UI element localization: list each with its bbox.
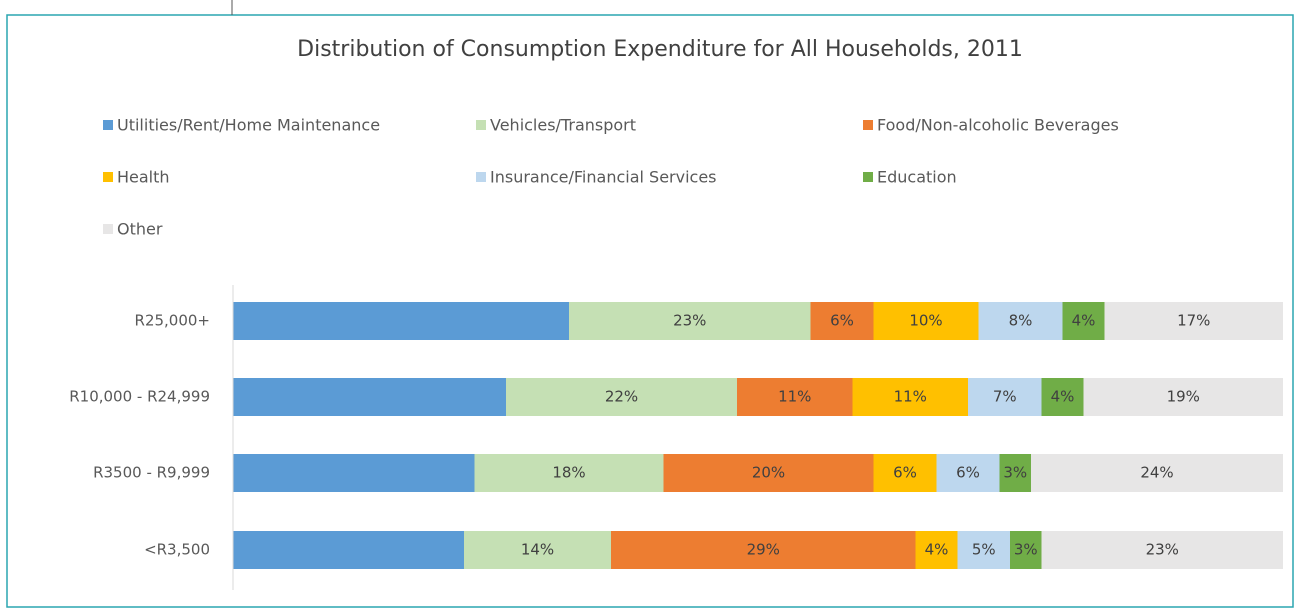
data-label: 23%	[673, 312, 706, 330]
bar-segment	[611, 531, 916, 569]
data-label: 4%	[1051, 388, 1075, 406]
bar-segment	[810, 302, 874, 340]
legend-swatch	[863, 172, 873, 182]
data-label: 4%	[925, 541, 949, 559]
y-tick-label: <R3,500	[144, 541, 210, 559]
bar-segment	[663, 454, 874, 492]
bar-segment	[1083, 378, 1283, 416]
legend-label: Food/Non-alcoholic Beverages	[877, 116, 1119, 135]
data-label: 14%	[521, 541, 554, 559]
bar-segment	[978, 302, 1063, 340]
legend-swatch	[103, 172, 113, 182]
bar-segment	[233, 378, 506, 416]
bar-segment	[999, 454, 1031, 492]
legend-label: Insurance/Financial Services	[490, 168, 717, 187]
data-label: 6%	[893, 464, 917, 482]
bar-segment	[1031, 454, 1283, 492]
bar-segment	[233, 454, 475, 492]
data-label: 3%	[1003, 464, 1027, 482]
y-tick-label: R25,000+	[135, 312, 210, 330]
data-label: 11%	[894, 388, 927, 406]
data-label: 24%	[1140, 464, 1173, 482]
data-label: 11%	[778, 388, 811, 406]
y-tick-label: R10,000 - R24,999	[69, 388, 210, 406]
data-label: 7%	[993, 388, 1017, 406]
bar-segment	[506, 378, 737, 416]
bar-segment	[464, 531, 611, 569]
bar-segment	[233, 531, 464, 569]
bar-segment	[737, 378, 853, 416]
bar-segment	[936, 454, 1000, 492]
bar-segment	[873, 454, 937, 492]
bar-segment	[852, 378, 968, 416]
bar-segment	[957, 531, 1010, 569]
data-label: 29%	[747, 541, 780, 559]
data-label: 6%	[830, 312, 854, 330]
bar-segment	[1062, 302, 1105, 340]
data-label: 23%	[1146, 541, 1179, 559]
bar-segment	[1104, 302, 1283, 340]
y-tick-label: R3500 - R9,999	[93, 464, 210, 482]
data-label: 3%	[1014, 541, 1038, 559]
data-label: 18%	[552, 464, 585, 482]
data-label: 19%	[1167, 388, 1200, 406]
bar-segment	[968, 378, 1042, 416]
bar-segment	[1010, 531, 1042, 569]
data-label: 20%	[752, 464, 785, 482]
bar-segment	[1041, 378, 1084, 416]
data-label: 5%	[972, 541, 996, 559]
data-label: 17%	[1177, 312, 1210, 330]
bar-segment	[873, 302, 979, 340]
legend-swatch	[103, 120, 113, 130]
legend-swatch	[103, 224, 113, 234]
bar-segment	[1041, 531, 1283, 569]
data-label: 22%	[605, 388, 638, 406]
bar-segment	[569, 302, 811, 340]
data-label: 6%	[956, 464, 980, 482]
legend-label: Other	[117, 220, 163, 239]
legend-swatch	[476, 120, 486, 130]
data-label: 4%	[1072, 312, 1096, 330]
legend-label: Education	[877, 168, 957, 187]
data-label: 8%	[1009, 312, 1033, 330]
legend-swatch	[476, 172, 486, 182]
chart-title: Distribution of Consumption Expenditure …	[297, 37, 1023, 62]
bar-segment	[233, 302, 569, 340]
bar-segment	[474, 454, 664, 492]
legend-label: Vehicles/Transport	[490, 116, 636, 135]
legend-label: Utilities/Rent/Home Maintenance	[117, 116, 380, 135]
data-label: 10%	[909, 312, 942, 330]
bar-segment	[915, 531, 958, 569]
legend-label: Health	[117, 168, 170, 187]
legend-swatch	[863, 120, 873, 130]
